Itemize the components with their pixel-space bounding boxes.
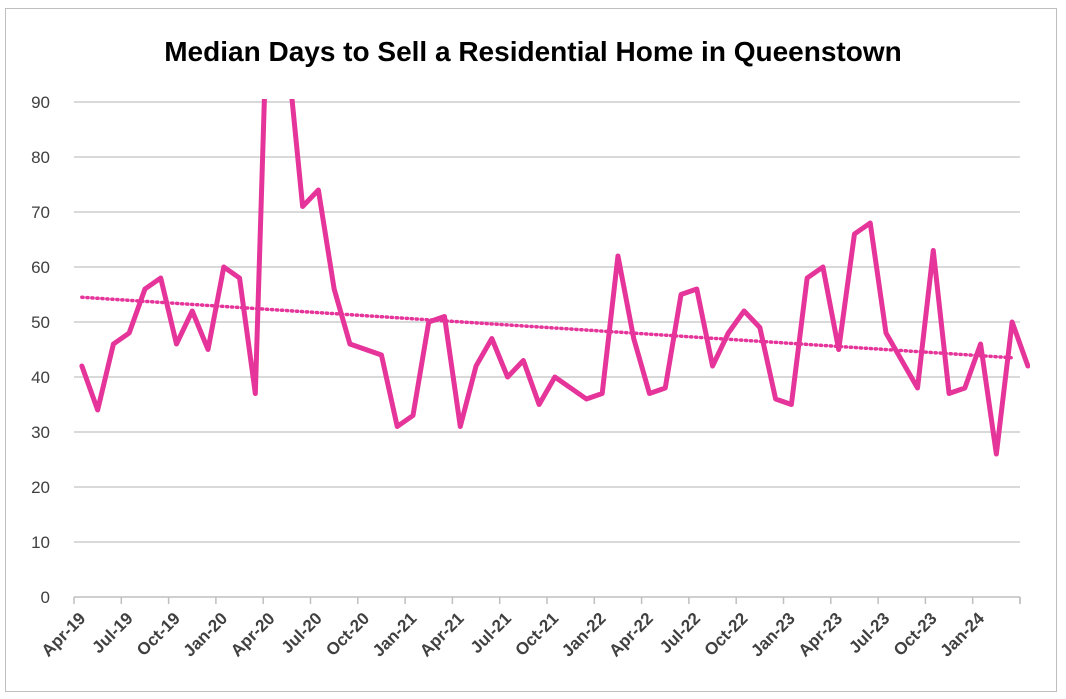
x-tick-label: Apr-21 (416, 609, 468, 661)
chart-title: Median Days to Sell a Residential Home i… (164, 36, 902, 67)
y-tick-label: 90 (31, 93, 50, 112)
gridlines (74, 101, 1020, 543)
x-tick-label: Apr-20 (227, 609, 279, 661)
y-tick-label: 0 (41, 588, 50, 607)
y-tick-label: 50 (31, 313, 50, 332)
x-tick-label: Jan-24 (936, 609, 988, 661)
x-tick-label: Oct-20 (322, 609, 373, 660)
x-tick-label: Jul-20 (278, 609, 326, 657)
x-tick-label: Oct-19 (133, 609, 184, 660)
y-tick-label: 30 (31, 423, 50, 442)
y-tick-label: 60 (31, 258, 50, 277)
x-tick-label: Jan-20 (180, 609, 232, 661)
y-tick-label: 80 (31, 148, 50, 167)
series-line (79, 99, 1030, 457)
series-layer (79, 99, 1030, 457)
y-tick-label: 70 (31, 203, 50, 222)
y-axis-ticks: 0 10 20 30 40 50 60 70 80 90 (31, 93, 50, 607)
x-tick-label: Oct-23 (890, 609, 941, 660)
x-tick-label: Oct-22 (701, 609, 752, 660)
x-tick-label: Jan-21 (369, 609, 421, 661)
y-tick-label: 10 (31, 533, 50, 552)
x-tick-label: Apr-22 (605, 609, 657, 661)
x-tick-label: Jul-22 (656, 609, 704, 657)
x-tick-label: Apr-19 (38, 609, 90, 661)
trendline-layer (80, 295, 1014, 360)
x-tick-label: Jul-23 (845, 609, 893, 657)
x-tick-label: Oct-21 (511, 609, 562, 660)
x-tick-label: Jan-22 (558, 609, 610, 661)
x-tick-label: Jan-23 (747, 609, 799, 661)
trendline (80, 295, 1014, 360)
x-tick-label: Jul-21 (467, 609, 515, 657)
x-tick-label: Jul-19 (88, 609, 136, 657)
x-tick-label: Apr-23 (795, 609, 847, 661)
y-tick-label: 20 (31, 478, 50, 497)
y-tick-label: 40 (31, 368, 50, 387)
